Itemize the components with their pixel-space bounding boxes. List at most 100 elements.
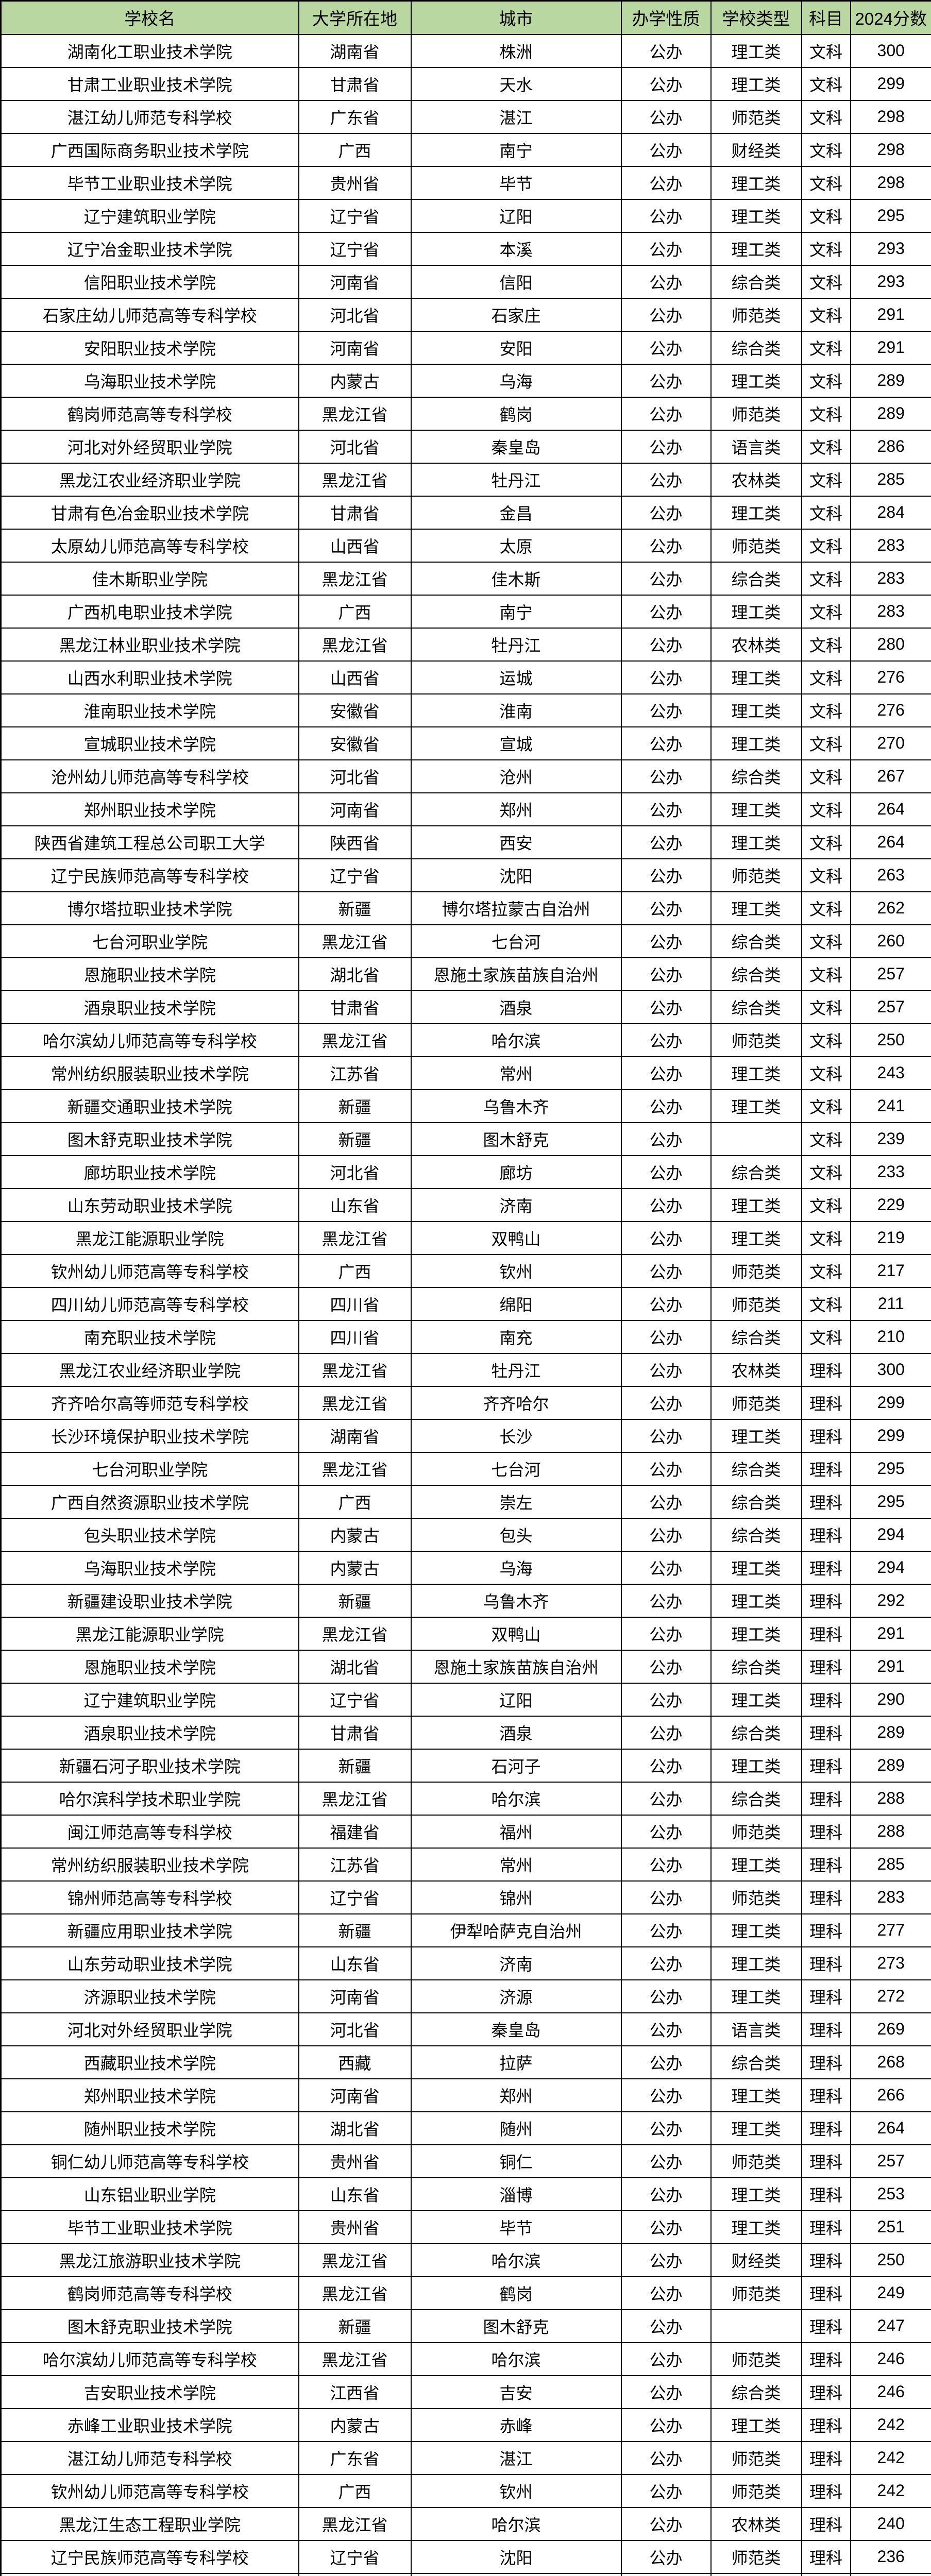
cell-nature: 公办 (620, 99, 712, 134)
cell-subject: 理科 (801, 1946, 851, 1980)
cell-subject: 理科 (801, 1451, 851, 1486)
cell-city: 乌海 (410, 1550, 622, 1585)
cell-city: 沈阳 (410, 2539, 622, 2574)
cell-province: 辽宁省 (298, 231, 412, 266)
cell-score: 273 (850, 1946, 931, 1980)
cell-school: 陕西省建筑工程总公司职工大学 (0, 825, 299, 859)
cell-province: 黑龙江省 (298, 2342, 412, 2376)
cell-city: 济源 (410, 1979, 622, 2013)
cell-city: 恩施土家族苗族自治州 (410, 1649, 622, 1684)
table-row: 辽宁建筑职业学院 辽宁省 辽阳 公办 理工类 理科 290 (0, 1682, 931, 1717)
cell-city: 安阳 (410, 330, 622, 365)
cell-school: 南充职业技术学院 (0, 1319, 299, 1354)
cell-score: 246 (850, 2342, 931, 2376)
cell-type: 综合类 (710, 990, 802, 1024)
cell-type: 理工类 (710, 165, 802, 200)
cell-city: 博尔塔拉蒙古自治州 (410, 891, 622, 925)
cell-subject: 文科 (801, 1089, 851, 1123)
cell-type: 师范类 (710, 528, 802, 563)
cell-subject: 理科 (801, 1748, 851, 1783)
cell-city: 钦州 (410, 2473, 622, 2508)
cell-province: 新疆 (298, 2309, 412, 2343)
cell-nature: 公办 (620, 1122, 712, 1156)
cell-city: 沧州 (410, 759, 622, 793)
cell-score: 269 (850, 2012, 931, 2046)
column-header-type: 学校类型 (710, 0, 802, 35)
cell-school: 辽宁冶金职业技术学院 (0, 231, 299, 266)
cell-school: 郑州职业技术学院 (0, 2078, 299, 2112)
cell-score: 290 (850, 1682, 931, 1717)
cell-subject: 文科 (801, 363, 851, 398)
table-row: 七台河职业学院 黑龙江省 七台河 公办 综合类 理科 295 (0, 1451, 931, 1486)
cell-nature: 公办 (620, 66, 712, 101)
cell-province: 河北省 (298, 2012, 412, 2046)
cell-nature: 公办 (620, 330, 712, 365)
table-row: 湛江幼儿师范专科学校 广东省 湛江 公办 师范类 文科 298 (0, 99, 931, 134)
cell-nature: 公办 (620, 990, 712, 1024)
cell-score: 277 (850, 1913, 931, 1947)
cell-score: 298 (850, 99, 931, 134)
cell-subject: 理科 (801, 1616, 851, 1651)
cell-city: 沈阳 (410, 858, 622, 892)
cell-type: 理工类 (710, 66, 802, 101)
cell-school: 包头职业技术学院 (0, 1517, 299, 1552)
table-header: 学校名 大学所在地 城市 办学性质 学校类型 科目 2024分数 (0, 0, 931, 35)
table-row: 黑龙江农业经济职业学院 黑龙江省 牡丹江 公办 农林类 文科 285 (0, 462, 931, 497)
table-row: 河北对外经贸职业学院 河北省 秦皇岛 公办 语言类 理科 269 (0, 2012, 931, 2046)
cell-score: 299 (850, 1385, 931, 1420)
cell-type: 师范类 (710, 297, 802, 332)
cell-province: 贵州省 (298, 2210, 412, 2244)
cell-province: 广东省 (298, 2441, 412, 2475)
cell-province: 西藏 (298, 2045, 412, 2079)
cell-subject: 文科 (801, 1056, 851, 1090)
cell-city: 拉萨 (410, 2045, 622, 2079)
cell-type: 师范类 (710, 1880, 802, 1914)
cell-type: 综合类 (710, 264, 802, 299)
cell-nature: 公办 (620, 1451, 712, 1486)
cell-school: 湖南化工职业技术学院 (0, 33, 299, 68)
cell-city: 牡丹江 (410, 462, 622, 497)
cell-province: 河南省 (298, 1979, 412, 2013)
cell-city: 乌海 (410, 363, 622, 398)
cell-province: 河南省 (298, 2078, 412, 2112)
cell-nature: 公办 (620, 2111, 712, 2145)
table-row: 辽宁建筑职业学院 辽宁省 辽阳 公办 理工类 文科 295 (0, 198, 931, 233)
cell-city: 牡丹江 (410, 1352, 622, 1387)
cell-city: 宣城 (410, 726, 622, 760)
cell-city: 哈尔滨 (410, 2342, 622, 2376)
cell-subject: 文科 (801, 99, 851, 134)
column-header-school: 学校名 (0, 0, 299, 35)
cell-type: 理工类 (710, 726, 802, 760)
cell-school: 淮南职业技术学院 (0, 693, 299, 727)
cell-province: 贵州省 (298, 2144, 412, 2178)
cell-school: 铜仁幼儿师范高等专科学校 (0, 2144, 299, 2178)
table-row: 沧州幼儿师范高等专科学校河北省沧州公办综合类理科231 (0, 2572, 931, 2576)
cell-city: 淄博 (410, 2177, 622, 2211)
cell-city: 图木舒克 (410, 1122, 622, 1156)
table-row: 酒泉职业技术学院 甘肃省 酒泉 公办 综合类 理科 289 (0, 1715, 931, 1750)
cell-score: 292 (850, 1583, 931, 1618)
cell-province: 广东省 (298, 99, 412, 134)
cell-school: 沧州幼儿师范高等专科学校 (0, 2572, 299, 2576)
cell-type: 综合类 (710, 957, 802, 991)
cell-score: 285 (850, 1847, 931, 1882)
cell-province: 甘肃省 (298, 495, 412, 530)
cell-nature: 公办 (620, 759, 712, 793)
cell-type: 理工类 (710, 660, 802, 694)
cell-score: 263 (850, 858, 931, 892)
table-row: 陕西省建筑工程总公司职工大学 陕西省 西安 公办 理工类 文科 264 (0, 825, 931, 859)
table-row: 长沙环境保护职业技术学院 湖南省 长沙 公办 理工类 理科 299 (0, 1418, 931, 1453)
cell-subject: 理科 (801, 1682, 851, 1717)
cell-type: 理工类 (710, 1979, 802, 2013)
cell-city: 齐齐哈尔 (410, 1385, 622, 1420)
cell-score: 239 (850, 1122, 931, 1156)
cell-score: 250 (850, 1023, 931, 1057)
cell-type: 师范类 (710, 2276, 802, 2310)
cell-score: 270 (850, 726, 931, 760)
cell-score: 236 (850, 2539, 931, 2574)
cell-city: 沧州 (410, 2572, 622, 2576)
cell-province: 内蒙古 (298, 1517, 412, 1552)
cell-score: 295 (850, 198, 931, 233)
cell-school: 广西国际商务职业技术学院 (0, 132, 299, 167)
cell-nature: 公办 (620, 1946, 712, 1980)
